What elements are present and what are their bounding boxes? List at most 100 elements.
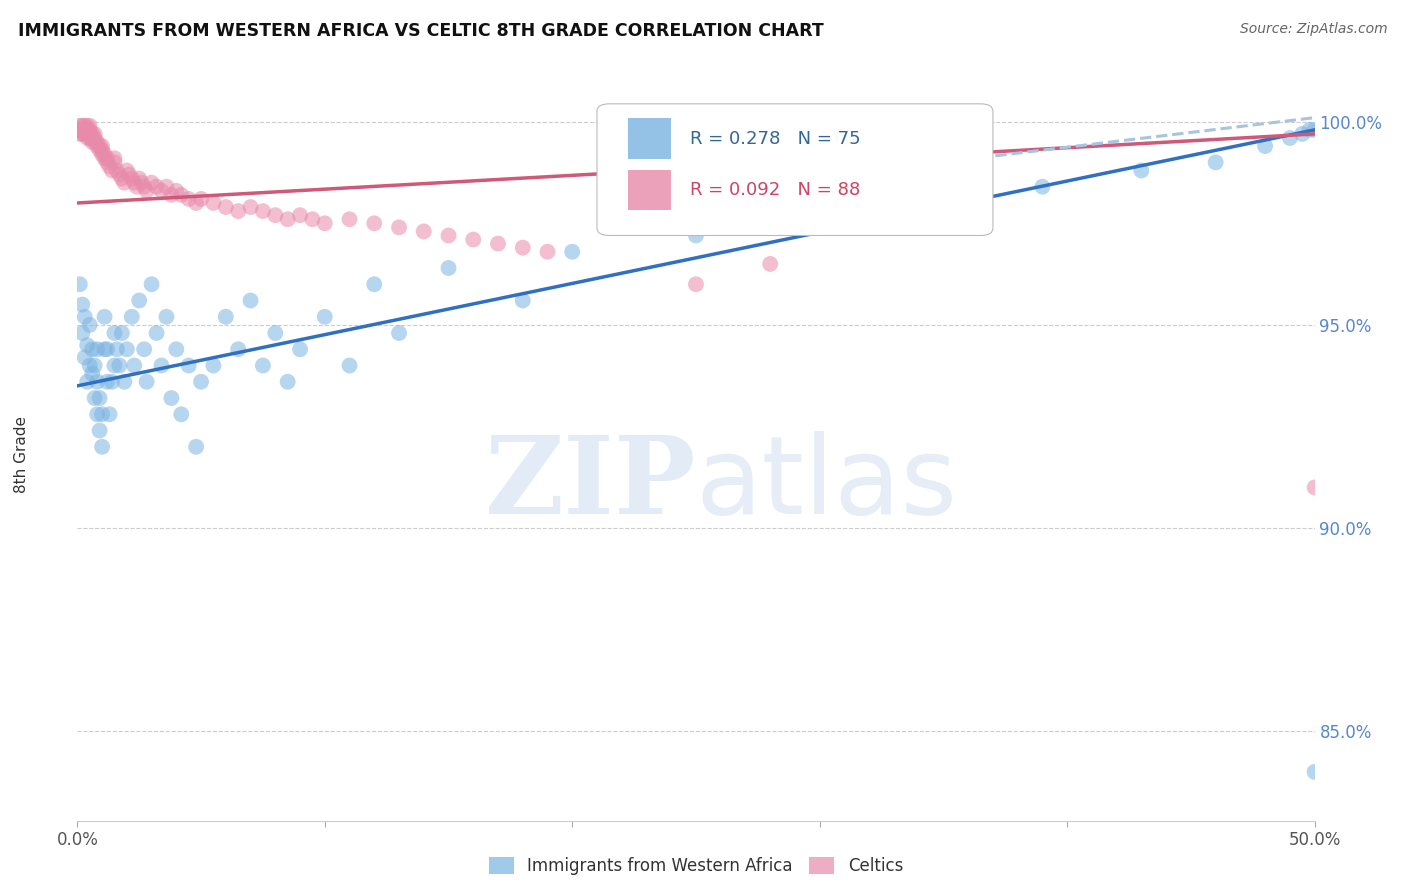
Point: [1298, 123, 1320, 137]
Point: [184, 440, 207, 454]
Point: [112, 176, 135, 190]
Point: [277, 212, 299, 227]
Point: [808, 212, 831, 227]
Point: [115, 163, 138, 178]
Point: [103, 155, 125, 169]
Point: [264, 208, 287, 222]
Point: [93, 310, 115, 324]
Point: [91, 139, 114, 153]
Point: [103, 359, 125, 373]
Point: [226, 204, 249, 219]
Point: [69, 127, 91, 141]
Point: [170, 407, 193, 421]
Point: [72, 123, 94, 137]
Point: [202, 359, 225, 373]
Point: [339, 359, 361, 373]
Point: [184, 196, 207, 211]
Point: [96, 151, 118, 165]
Point: [108, 168, 131, 182]
Point: [339, 212, 361, 227]
Point: [363, 277, 385, 292]
Text: IMMIGRANTS FROM WESTERN AFRICA VS CELTIC 8TH GRADE CORRELATION CHART: IMMIGRANTS FROM WESTERN AFRICA VS CELTIC…: [18, 22, 824, 40]
Point: [69, 123, 91, 137]
Point: [1031, 179, 1053, 194]
Point: [72, 297, 94, 311]
Point: [76, 119, 98, 133]
Point: [135, 375, 157, 389]
Point: [89, 143, 111, 157]
Point: [101, 375, 124, 389]
Point: [79, 127, 101, 141]
Point: [82, 343, 104, 357]
Point: [76, 338, 98, 352]
Point: [76, 123, 98, 137]
Point: [1205, 155, 1227, 169]
Legend: Immigrants from Western Africa, Celtics: Immigrants from Western Africa, Celtics: [482, 850, 910, 882]
Point: [82, 131, 104, 145]
Point: [155, 179, 177, 194]
Point: [79, 359, 101, 373]
Point: [1303, 764, 1326, 779]
Point: [134, 179, 156, 194]
Point: [177, 192, 200, 206]
Point: [463, 233, 485, 247]
Point: [128, 171, 150, 186]
Point: [73, 351, 96, 365]
Point: [685, 277, 707, 292]
Point: [190, 375, 212, 389]
Point: [226, 343, 249, 357]
Point: [536, 244, 558, 259]
Point: [131, 176, 153, 190]
Point: [76, 375, 98, 389]
Point: [202, 196, 225, 211]
Point: [685, 228, 707, 243]
Point: [103, 151, 125, 165]
Point: [91, 143, 114, 157]
Point: [239, 293, 262, 308]
Point: [69, 119, 91, 133]
Point: [82, 127, 104, 141]
Text: R = 0.092   N = 88: R = 0.092 N = 88: [690, 181, 860, 199]
Point: [72, 127, 94, 141]
Text: R = 0.278   N = 75: R = 0.278 N = 75: [690, 130, 860, 148]
Point: [363, 216, 385, 230]
Bar: [628, 169, 671, 210]
Text: Source: ZipAtlas.com: Source: ZipAtlas.com: [1240, 22, 1388, 37]
Point: [150, 184, 173, 198]
Text: atlas: atlas: [696, 431, 957, 537]
Point: [134, 343, 156, 357]
Point: [125, 179, 148, 194]
Point: [79, 318, 101, 332]
Point: [150, 359, 173, 373]
Point: [96, 155, 118, 169]
Point: [101, 163, 124, 178]
Point: [165, 184, 187, 198]
Point: [111, 171, 134, 186]
Point: [932, 196, 955, 211]
Point: [105, 163, 128, 178]
Point: [93, 147, 115, 161]
Point: [264, 326, 287, 340]
Point: [437, 228, 460, 243]
Point: [91, 407, 114, 421]
Text: ZIP: ZIP: [485, 431, 696, 537]
Point: [103, 326, 125, 340]
Point: [73, 123, 96, 137]
Point: [86, 135, 108, 149]
Point: [93, 343, 115, 357]
Point: [412, 224, 434, 238]
Point: [67, 123, 90, 137]
Point: [86, 407, 108, 421]
Point: [79, 131, 101, 145]
Point: [69, 123, 91, 137]
Point: [252, 359, 274, 373]
Point: [512, 293, 534, 308]
Point: [141, 277, 163, 292]
Point: [122, 359, 145, 373]
Point: [67, 123, 90, 137]
Point: [69, 277, 91, 292]
Point: [1303, 123, 1326, 137]
Point: [437, 260, 460, 275]
Point: [72, 326, 94, 340]
Point: [190, 192, 212, 206]
